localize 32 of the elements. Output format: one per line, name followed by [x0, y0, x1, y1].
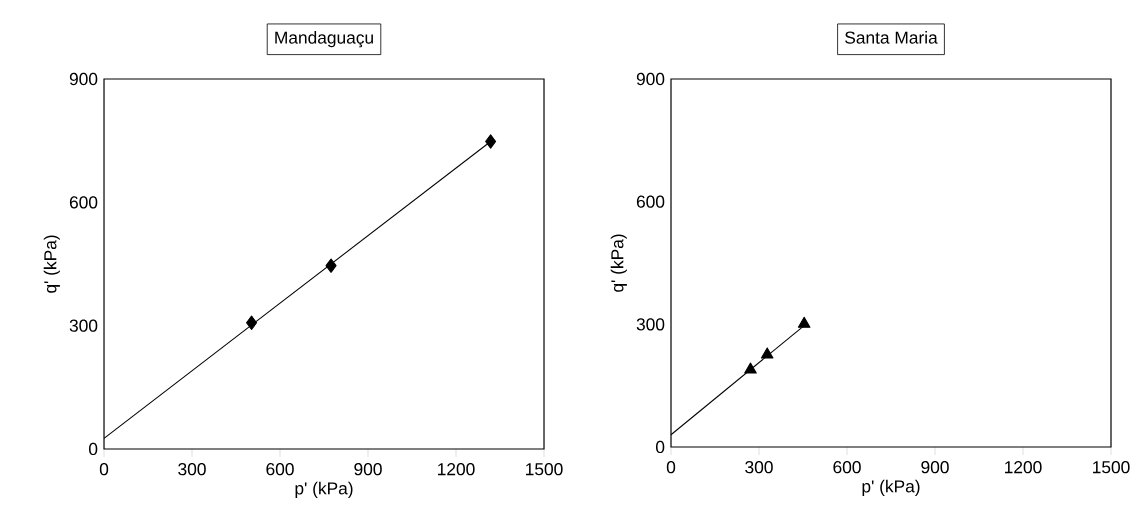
chart-title: Santa Maria: [845, 31, 938, 44]
x-tick-label: 300: [745, 461, 773, 474]
x-tick-label: 900: [921, 461, 949, 474]
x-tick-label: 600: [266, 463, 294, 476]
y-tick-label: 900: [69, 72, 98, 86]
point: [485, 134, 497, 149]
x-tick-label: 1500: [1093, 461, 1130, 474]
point: [744, 362, 757, 374]
y-tick-label: 0: [655, 440, 665, 454]
y-tick-label: 600: [636, 195, 665, 208]
x-tick-label: 900: [354, 463, 382, 476]
y-tick-label: 600: [69, 196, 98, 209]
x-tick-label: 1500: [526, 463, 563, 476]
y-axis-title: q' (kPa): [43, 235, 60, 293]
x-axis-title: p' (kPa): [862, 479, 920, 496]
y-tick-label: 0: [89, 442, 98, 456]
y-tick-label: 900: [636, 72, 665, 86]
point: [797, 316, 811, 328]
point: [325, 258, 337, 273]
x-tick-label: 300: [178, 463, 206, 476]
point: [246, 315, 258, 330]
x-tick-label: 0: [666, 461, 676, 474]
y-tick-label: 300: [69, 319, 98, 332]
point: [760, 347, 774, 359]
x-tick-label: 1200: [1005, 461, 1042, 474]
x-tick-label: 1200: [438, 463, 475, 476]
y-tick-label: 300: [636, 318, 665, 331]
y-axis-title: q' (kPa): [610, 234, 627, 292]
chart-title: Mandaguaçu: [275, 31, 373, 48]
x-axis-title: p' (kPa): [295, 481, 353, 498]
x-tick-label: 600: [833, 461, 861, 474]
x-tick-label: 0: [99, 463, 109, 476]
